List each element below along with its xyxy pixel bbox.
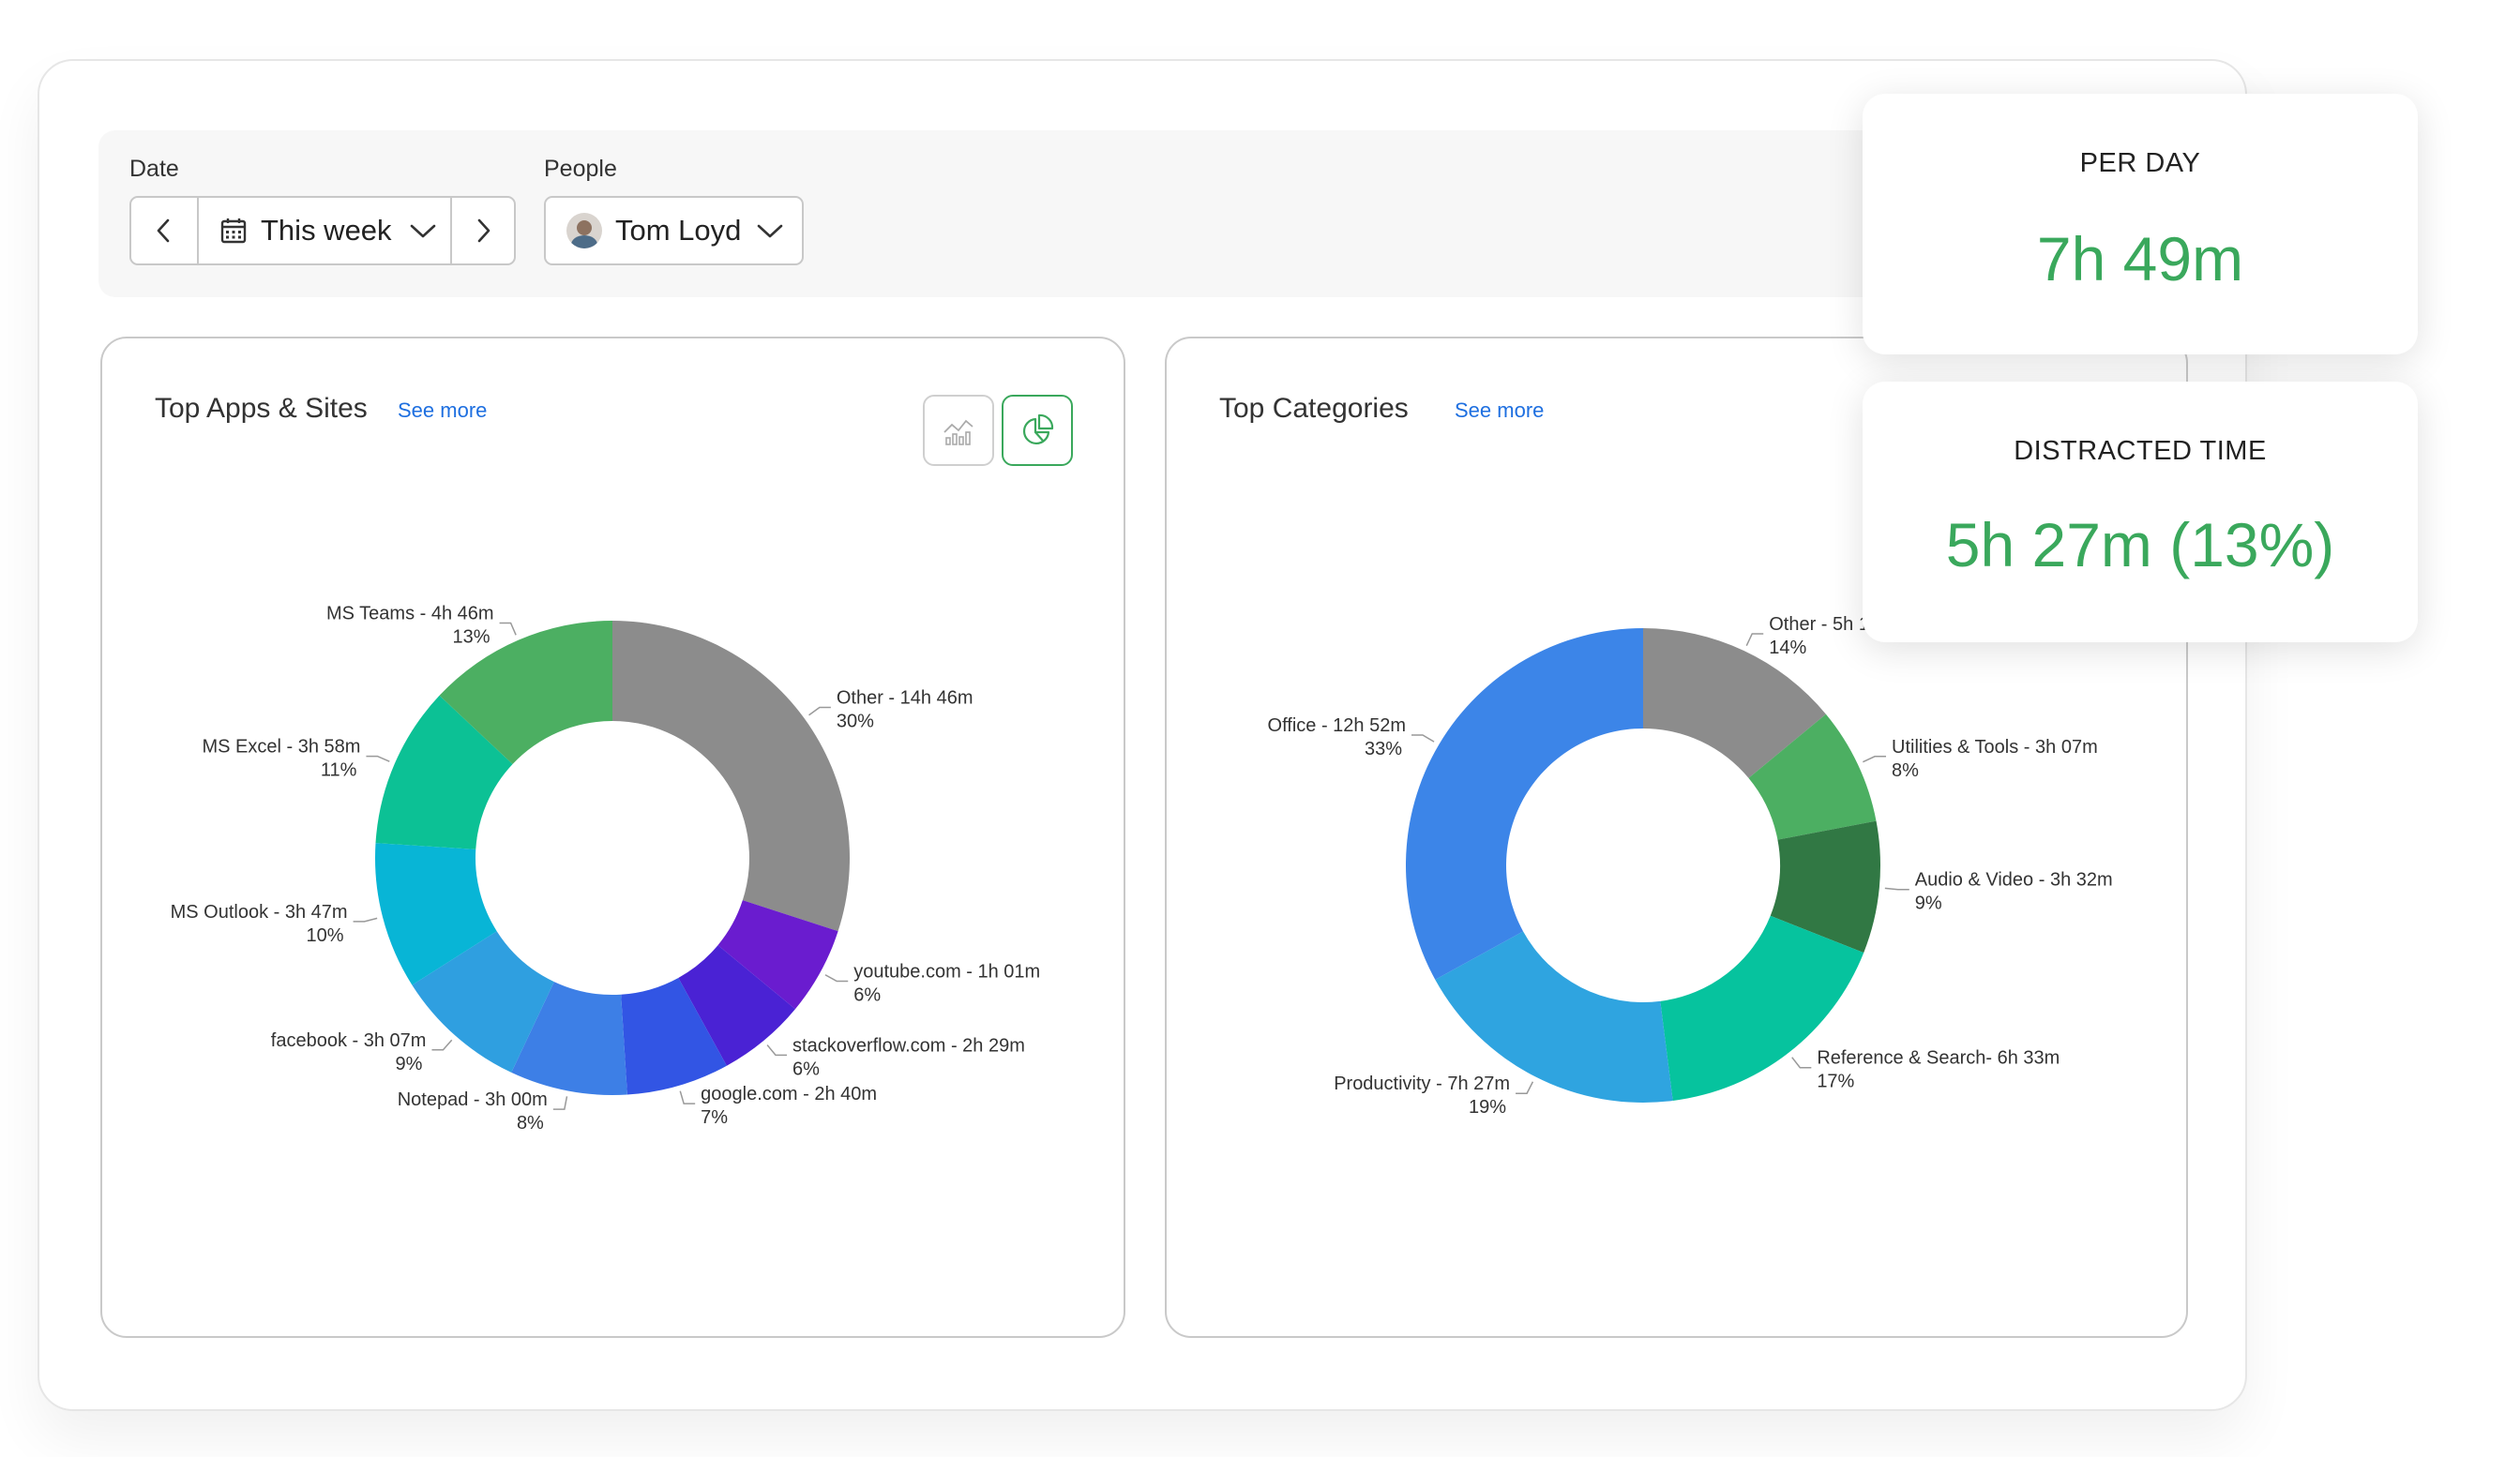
filter-bar: Date This week People Tom Loyd — [98, 130, 2180, 297]
label-leader-line — [552, 1096, 568, 1110]
donut-slice — [412, 931, 554, 1073]
donut-slice — [621, 977, 727, 1095]
per-day-value: 7h 49m — [2036, 224, 2244, 293]
bar-chart-icon — [943, 419, 973, 445]
donut-slice — [1660, 915, 1864, 1102]
slice-percent: 8% — [1892, 760, 1919, 781]
slice-label: Reference & Search- 6h 33m — [1817, 1048, 2060, 1069]
donut-slice — [1435, 931, 1673, 1103]
slice-label: Office - 12h 52m — [1268, 715, 1406, 736]
people-select-value: Tom Loyd — [615, 214, 742, 247]
slice-label: youtube.com - 1h 01m — [853, 962, 1040, 983]
slice-percent: 30% — [837, 712, 874, 732]
top-apps-see-more-link[interactable]: See more — [398, 398, 488, 422]
per-day-card: PER DAY 7h 49m — [1863, 94, 2418, 354]
donut-slice — [511, 982, 627, 1095]
slice-label: google.com - 2h 40m — [701, 1084, 877, 1104]
slice-label: MS Teams - 4h 46m — [326, 603, 494, 623]
label-leader-line — [824, 974, 849, 983]
label-leader-line — [1791, 1057, 1812, 1069]
top-apps-panel: Top Apps & Sites See more Other - 14h 46… — [100, 337, 1125, 1338]
calendar-icon — [220, 218, 247, 244]
chevron-down-icon — [410, 224, 435, 238]
label-leader-line — [766, 1044, 788, 1057]
slice-percent: 14% — [1769, 638, 1806, 658]
date-range-select[interactable]: This week — [197, 198, 450, 263]
label-leader-line — [1884, 887, 1909, 891]
slice-percent: 11% — [321, 760, 357, 781]
slice-label: Other - 14h 46m — [837, 688, 973, 709]
slice-percent: 33% — [1365, 739, 1402, 759]
date-range-value: This week — [261, 214, 392, 247]
slice-label: Notepad - 3h 00m — [398, 1089, 548, 1110]
donut-slice — [1770, 820, 1880, 954]
donut-slice — [717, 900, 838, 1010]
donut-slice — [375, 843, 497, 985]
top-apps-title: Top Apps & Sites — [155, 393, 368, 424]
date-filter-label: Date — [129, 156, 179, 182]
donut-slice — [612, 621, 851, 932]
label-leader-line — [1863, 756, 1887, 763]
donut-slice — [439, 621, 612, 765]
slice-label: stackoverflow.com - 2h 29m — [792, 1035, 1025, 1056]
slice-percent: 8% — [517, 1113, 544, 1134]
slice-percent: 9% — [1915, 894, 1942, 914]
label-leader-line — [353, 917, 378, 923]
label-leader-line — [499, 622, 517, 636]
label-leader-line — [1745, 633, 1764, 646]
slice-percent: 9% — [396, 1054, 423, 1074]
chevron-down-icon — [758, 224, 783, 238]
label-leader-line — [431, 1039, 453, 1051]
distracted-time-label: DISTRACTED TIME — [2014, 436, 2267, 466]
chevron-left-icon — [157, 218, 170, 243]
slice-label: Utilities & Tools - 3h 07m — [1892, 737, 2098, 758]
slice-label: Productivity - 7h 27m — [1334, 1074, 1510, 1094]
label-leader-line — [808, 706, 831, 716]
slice-percent: 10% — [307, 925, 344, 946]
label-leader-line — [1516, 1081, 1534, 1094]
people-select[interactable]: Tom Loyd — [544, 196, 804, 265]
donut-slice — [678, 945, 795, 1066]
chevron-right-icon — [477, 218, 490, 243]
slice-label: MS Outlook - 3h 47m — [171, 902, 348, 923]
date-filter-control: This week — [129, 196, 516, 265]
top-categories-title: Top Categories — [1219, 393, 1409, 424]
slice-label: Audio & Video - 3h 32m — [1915, 870, 2113, 891]
label-leader-line — [1411, 734, 1435, 743]
pie-chart-view-button[interactable] — [1002, 395, 1073, 466]
slice-percent: 7% — [701, 1107, 728, 1128]
slice-label: MS Excel - 3h 58m — [202, 737, 360, 758]
bar-chart-view-button[interactable] — [923, 395, 994, 466]
previous-period-button[interactable] — [131, 198, 197, 263]
distracted-time-card: DISTRACTED TIME 5h 27m (13%) — [1863, 382, 2418, 642]
pie-chart-icon — [1023, 413, 1054, 444]
people-filter-label: People — [544, 156, 617, 182]
top-categories-see-more-link[interactable]: See more — [1455, 398, 1545, 422]
user-avatar — [566, 213, 602, 248]
donut-slice — [375, 695, 513, 849]
slice-percent: 6% — [792, 1059, 820, 1079]
donut-slice — [1406, 627, 1643, 980]
slice-percent: 17% — [1817, 1072, 1854, 1092]
label-leader-line — [366, 755, 390, 762]
slice-percent: 6% — [853, 985, 881, 1006]
slice-label: facebook - 3h 07m — [271, 1030, 427, 1051]
per-day-label: PER DAY — [2079, 148, 2201, 178]
donut-slice — [1643, 628, 1826, 778]
slice-percent: 13% — [453, 626, 490, 647]
donut-slice — [1748, 713, 1877, 840]
label-leader-line — [679, 1090, 696, 1104]
distracted-time-value: 5h 27m (13%) — [1945, 510, 2335, 579]
next-period-button[interactable] — [450, 198, 514, 263]
slice-percent: 19% — [1469, 1097, 1506, 1118]
